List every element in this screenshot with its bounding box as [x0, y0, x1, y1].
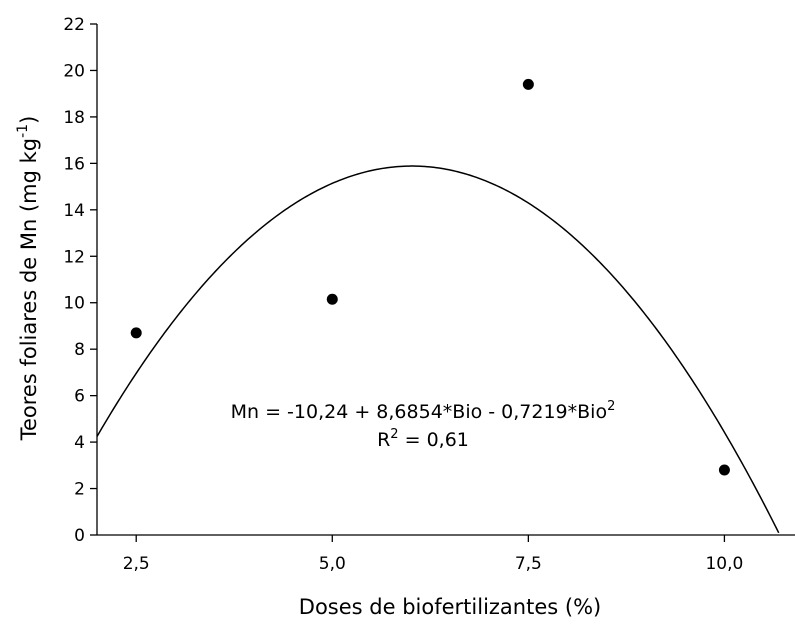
regression-curve [96, 165, 780, 534]
x-tick-label: 5,0 [319, 554, 346, 574]
regression-equation: Mn = -10,24 + 8,6854*Bio - 0,7219*Bio2 [231, 399, 616, 423]
y-axis-title: Teores foliares de Mn (mg kg-1) [15, 116, 41, 442]
y-ticks: 0 2 4 6 8 10 12 14 16 18 20 22 [63, 15, 97, 546]
y-tick-label: 14 [63, 201, 85, 221]
axes [96, 24, 795, 536]
y-tick-label: 18 [63, 108, 85, 128]
data-point [130, 327, 142, 339]
x-ticks: 2,5 5,0 7,5 10,0 [123, 535, 743, 574]
y-tick-label: 22 [63, 15, 85, 35]
data-point [522, 78, 534, 90]
y-tick-label: 6 [74, 387, 85, 407]
y-tick-label: 20 [63, 61, 85, 81]
x-tick-label: 2,5 [123, 554, 150, 574]
y-tick-label: 8 [74, 340, 85, 360]
y-tick-label: 12 [63, 247, 85, 267]
data-point [326, 293, 338, 305]
y-tick-label: 10 [63, 294, 85, 314]
x-tick-label: 10,0 [705, 554, 743, 574]
x-tick-label: 7,5 [515, 554, 542, 574]
x-axis-title: Doses de biofertilizantes (%) [299, 595, 601, 619]
data-point [718, 464, 730, 476]
r-squared-label: R2 = 0,61 [377, 427, 469, 451]
y-tick-label: 4 [74, 433, 85, 453]
y-tick-label: 2 [74, 480, 85, 500]
y-tick-label: 0 [74, 526, 85, 546]
y-tick-label: 16 [63, 154, 85, 174]
data-points [130, 78, 730, 476]
